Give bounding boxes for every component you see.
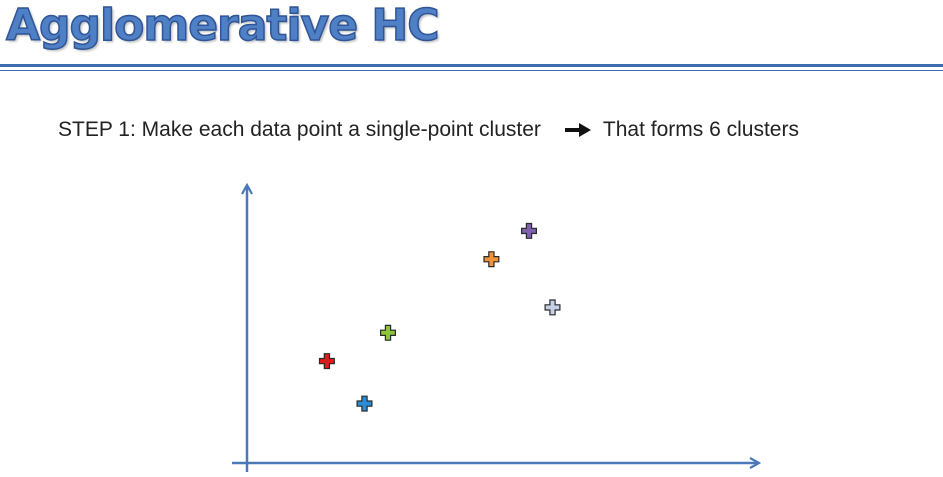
data-point-green bbox=[380, 324, 396, 341]
data-point-blue bbox=[356, 395, 373, 412]
data-point-red bbox=[318, 353, 335, 370]
title-underline bbox=[0, 64, 943, 67]
result-text: That forms 6 clusters bbox=[602, 118, 799, 141]
slide-title: Agglomerative HC bbox=[5, 0, 440, 51]
right-arrow-icon bbox=[564, 123, 591, 137]
step-text: : Make each data point a single-point cl… bbox=[129, 118, 541, 141]
data-points bbox=[318, 222, 561, 412]
data-point-lavender bbox=[544, 299, 561, 316]
data-point-orange bbox=[483, 251, 500, 268]
data-point-purple bbox=[521, 222, 537, 239]
step-label: STEP 1 bbox=[58, 118, 130, 141]
title-underline-thin bbox=[0, 70, 943, 71]
step-description: STEP 1: Make each data point a single-po… bbox=[58, 118, 799, 142]
